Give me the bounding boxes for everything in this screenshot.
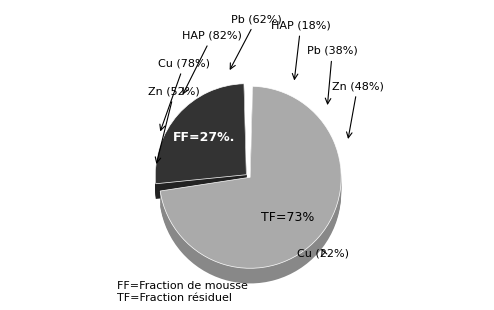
Wedge shape [155, 93, 247, 193]
Wedge shape [155, 87, 247, 187]
Wedge shape [160, 94, 341, 276]
Text: Cu (78%): Cu (78%) [159, 59, 210, 130]
Wedge shape [160, 101, 341, 283]
Text: Pb (38%): Pb (38%) [307, 46, 358, 104]
Wedge shape [160, 89, 341, 271]
Wedge shape [160, 95, 341, 277]
Wedge shape [155, 90, 247, 190]
Text: HAP (18%): HAP (18%) [271, 20, 330, 79]
Wedge shape [160, 91, 341, 273]
Text: FF=Fraction de mousse
TF=Fraction résiduel: FF=Fraction de mousse TF=Fraction résidu… [118, 281, 248, 303]
Wedge shape [160, 86, 341, 268]
Text: Zn (48%): Zn (48%) [331, 81, 383, 138]
Wedge shape [155, 94, 247, 194]
Wedge shape [155, 91, 247, 191]
Wedge shape [160, 88, 341, 270]
Wedge shape [155, 99, 247, 199]
Wedge shape [155, 84, 247, 184]
Wedge shape [160, 98, 341, 281]
Text: Zn (52%): Zn (52%) [148, 86, 200, 163]
Wedge shape [155, 85, 247, 185]
Wedge shape [160, 97, 341, 279]
Wedge shape [160, 100, 341, 282]
Text: HAP (82%): HAP (82%) [182, 31, 242, 94]
Text: Cu (22%): Cu (22%) [297, 248, 349, 258]
Wedge shape [160, 92, 341, 274]
Wedge shape [155, 97, 247, 197]
Wedge shape [155, 96, 247, 196]
Text: FF=27%.: FF=27%. [172, 131, 235, 144]
Text: Pb (62%): Pb (62%) [230, 14, 282, 69]
Text: TF=73%: TF=73% [261, 210, 315, 224]
Wedge shape [155, 88, 247, 188]
